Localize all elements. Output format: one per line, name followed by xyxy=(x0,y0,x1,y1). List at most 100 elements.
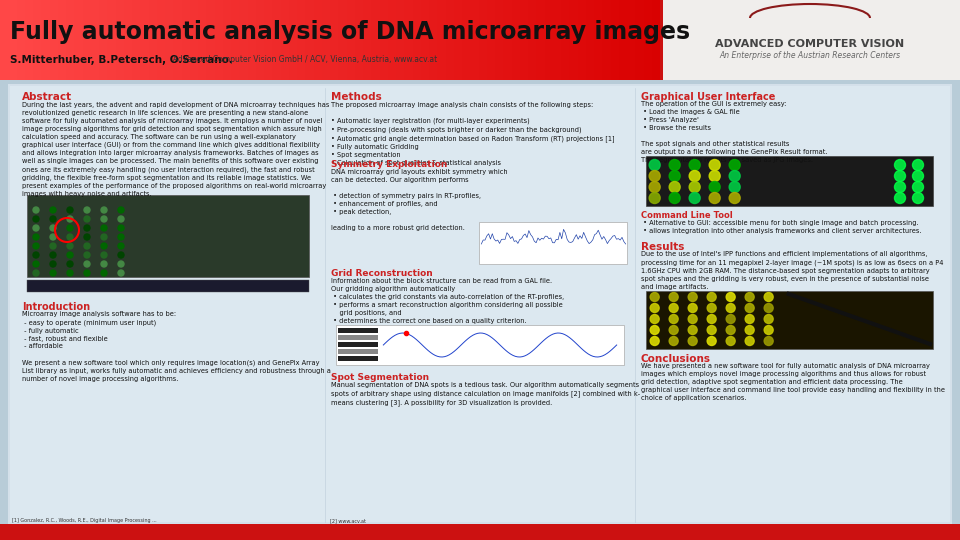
Circle shape xyxy=(67,234,73,240)
Circle shape xyxy=(118,261,124,267)
Bar xyxy=(537,0,544,80)
Circle shape xyxy=(84,216,90,222)
Bar xyxy=(487,0,495,80)
Circle shape xyxy=(913,181,924,192)
Circle shape xyxy=(764,314,773,323)
Bar xyxy=(83,0,91,80)
Bar xyxy=(338,328,378,333)
Circle shape xyxy=(118,225,124,231)
Circle shape xyxy=(33,225,39,231)
Bar xyxy=(553,0,561,80)
Circle shape xyxy=(50,270,56,276)
Circle shape xyxy=(913,159,924,171)
Bar xyxy=(156,0,165,80)
Circle shape xyxy=(745,303,755,313)
Bar xyxy=(404,0,413,80)
Circle shape xyxy=(745,326,755,334)
Text: During the last years, the advent and rapid development of DNA microarray techni: During the last years, the advent and ra… xyxy=(22,102,329,197)
Bar xyxy=(0,524,960,540)
Bar xyxy=(149,0,156,80)
Circle shape xyxy=(688,314,697,323)
Circle shape xyxy=(708,336,716,346)
Bar xyxy=(627,0,636,80)
Text: ADVANCED COMPUTER VISION: ADVANCED COMPUTER VISION xyxy=(715,39,904,49)
Circle shape xyxy=(67,243,73,249)
Bar xyxy=(586,0,594,80)
Bar xyxy=(248,0,255,80)
Circle shape xyxy=(650,336,660,346)
Bar xyxy=(91,0,99,80)
Circle shape xyxy=(101,270,107,276)
Bar xyxy=(646,291,933,349)
Bar xyxy=(214,0,223,80)
Bar xyxy=(140,0,149,80)
Circle shape xyxy=(726,303,735,313)
Circle shape xyxy=(895,159,905,171)
Circle shape xyxy=(688,326,697,334)
Circle shape xyxy=(118,252,124,258)
Circle shape xyxy=(33,270,39,276)
Bar xyxy=(347,0,355,80)
Bar xyxy=(322,0,330,80)
Text: Results: Results xyxy=(640,242,684,252)
Circle shape xyxy=(84,207,90,213)
Bar xyxy=(462,0,470,80)
Bar xyxy=(115,0,124,80)
Bar xyxy=(478,0,487,80)
Circle shape xyxy=(764,326,773,334)
Circle shape xyxy=(708,326,716,334)
Bar xyxy=(239,0,248,80)
Text: Command Line Tool: Command Line Tool xyxy=(640,211,732,220)
Bar xyxy=(74,0,83,80)
Circle shape xyxy=(649,192,660,204)
Circle shape xyxy=(709,171,720,181)
Text: Spot Segmentation: Spot Segmentation xyxy=(331,373,429,382)
Text: Conclusions: Conclusions xyxy=(640,354,710,364)
Circle shape xyxy=(67,225,73,231)
Circle shape xyxy=(650,326,660,334)
Circle shape xyxy=(33,252,39,258)
Bar xyxy=(16,0,25,80)
Circle shape xyxy=(67,261,73,267)
Bar xyxy=(66,0,74,80)
Text: Abstract: Abstract xyxy=(22,92,72,102)
Circle shape xyxy=(33,243,39,249)
Circle shape xyxy=(101,225,107,231)
Circle shape xyxy=(118,216,124,222)
Circle shape xyxy=(84,252,90,258)
Bar xyxy=(355,0,363,80)
Bar xyxy=(420,0,429,80)
Bar xyxy=(602,0,611,80)
Circle shape xyxy=(67,252,73,258)
Circle shape xyxy=(726,336,735,346)
Bar xyxy=(413,0,420,80)
Circle shape xyxy=(669,326,678,334)
Text: Methods: Methods xyxy=(331,92,382,102)
Bar xyxy=(8,84,952,524)
Bar xyxy=(173,0,181,80)
Circle shape xyxy=(895,181,905,192)
Text: [2] www.acv.at: [2] www.acv.at xyxy=(330,518,366,523)
Circle shape xyxy=(688,336,697,346)
Bar xyxy=(0,0,9,80)
Circle shape xyxy=(669,192,681,204)
Circle shape xyxy=(895,171,905,181)
Bar xyxy=(273,0,280,80)
Circle shape xyxy=(708,303,716,313)
Circle shape xyxy=(101,261,107,267)
Circle shape xyxy=(649,171,660,181)
Circle shape xyxy=(669,314,678,323)
Bar xyxy=(10,86,950,522)
Circle shape xyxy=(50,234,56,240)
Bar xyxy=(503,0,512,80)
Text: The proposed microarray image analysis chain consists of the following steps:

•: The proposed microarray image analysis c… xyxy=(331,102,615,166)
Bar xyxy=(280,0,289,80)
Circle shape xyxy=(726,293,735,301)
Text: Fully automatic analysis of DNA microarray images: Fully automatic analysis of DNA microarr… xyxy=(10,20,690,44)
Bar xyxy=(363,0,372,80)
Circle shape xyxy=(33,207,39,213)
Circle shape xyxy=(101,243,107,249)
Circle shape xyxy=(764,293,773,301)
Circle shape xyxy=(101,252,107,258)
Bar xyxy=(330,0,338,80)
